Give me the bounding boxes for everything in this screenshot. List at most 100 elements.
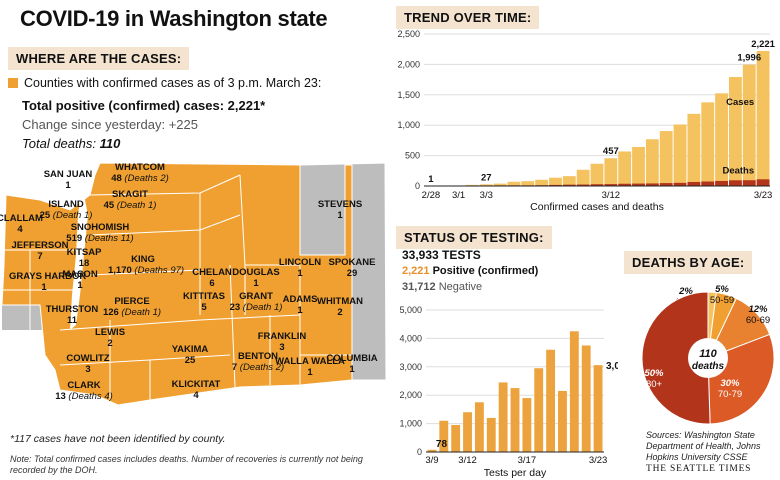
county-label-stevens: STEVENS 1 [305, 199, 375, 221]
pie-age-label: 60-69 [746, 315, 770, 326]
negative-line: 31,712 Negative [402, 279, 538, 295]
county-cases: 1 [253, 277, 259, 289]
county-cases: 45 [103, 199, 115, 211]
county-label-pierce: PIERCE 126 (Death 1) [97, 296, 167, 318]
county-name: CHELAN [192, 267, 232, 278]
age-pie-chart: 2%40-495%50-5912%60-6930%70-7950%80+110d… [641, 284, 775, 425]
tests-ytick-label: 5,000 [399, 305, 422, 315]
pie-center-value: 110 [699, 348, 717, 360]
deaths-value: 110 [99, 136, 121, 151]
trend-deaths-bar [632, 183, 645, 186]
where-heading: WHERE ARE THE CASES: [8, 47, 190, 70]
trend-cases-bar [590, 163, 604, 186]
county-label-skagit: SKAGIT 45 (Death 1) [95, 189, 165, 211]
county-cases: 48 [111, 172, 122, 184]
trend-data-label: 1 [428, 174, 434, 185]
county-cases: 1 [41, 281, 47, 293]
county-deaths: (Deaths 4) [65, 390, 113, 402]
trend-cases-bar [466, 184, 479, 186]
county-deaths: (Death 1) [118, 306, 162, 318]
trend-ytick-label: 1,000 [397, 120, 420, 130]
county-name: BENTON [238, 351, 278, 362]
trend-xtick-label: 3/12 [602, 190, 621, 201]
publisher-logo: THE SEATTLE TIMES [646, 464, 752, 474]
county-cases: 11 [66, 314, 78, 326]
county-label-columbia: COLUMBIA 1 [317, 353, 387, 375]
trend-data-label: 1,996 [737, 53, 761, 64]
tests-bar [510, 388, 520, 452]
county-name: STEVENS [317, 199, 363, 210]
trend-data-label: 27 [481, 172, 492, 183]
county-label-jefferson: JEFFERSON 7 [5, 240, 75, 262]
county-cases: 1,170 [108, 264, 132, 276]
map-county-borders [2, 174, 352, 400]
county-name: GRANT [239, 291, 273, 302]
county-name: SPOKANE [328, 257, 376, 268]
tests-ytick-label: 0 [417, 447, 422, 457]
county-label-lincoln: LINCOLN 1 [265, 257, 335, 279]
tests-bar [558, 390, 567, 452]
county-label-kitsap: KITSAP 18 [49, 247, 119, 269]
county-cases: 3 [85, 363, 91, 375]
county-cases: 18 [78, 257, 90, 269]
trend-cases-bar [645, 139, 659, 186]
trend-cases-bar [742, 64, 756, 186]
trend-ytick-label: 1,500 [397, 90, 420, 100]
tests-bar [463, 412, 472, 452]
county-cases: 6 [209, 277, 215, 289]
tests-bar [581, 345, 591, 452]
negative-value: 31,712 [402, 281, 436, 293]
county-label-franklin: FRANKLIN 3 [247, 331, 317, 353]
county-label-chelan: CHELAN 6 [177, 267, 247, 289]
trend-cases-bar [479, 184, 493, 186]
county-label-klickitat: KLICKITAT 4 [161, 379, 231, 401]
county-label-grant: GRANT 23 (Death 1) [221, 291, 291, 313]
tests-ytick-label: 4,000 [399, 333, 422, 343]
trend-cases-bar [562, 176, 576, 186]
county-label-yakima: YAKIMA 25 [155, 344, 225, 366]
county-cases: 1 [349, 363, 355, 375]
trend-xtick-label: 3/23 [754, 190, 773, 201]
tests-xaxis-title: Tests per day [484, 467, 547, 479]
total-value: 2,221* [227, 98, 266, 113]
tests-bar [569, 331, 579, 452]
county-cases: 1 [297, 267, 303, 279]
trend-cases-bar [576, 169, 590, 186]
trend-deaths-bar [742, 180, 756, 186]
county-label-walla-walla: WALLA WALLA 1 [275, 356, 345, 378]
tests-bar [593, 365, 603, 452]
trend-data-label: 457 [603, 146, 619, 157]
county-label-clallam: CLALLAM 4 [0, 213, 55, 235]
county-name: SNOHOMISH [70, 222, 130, 233]
county-name: KING [131, 254, 155, 265]
county-cases: 4 [17, 223, 23, 235]
tests-bar [474, 402, 484, 452]
county-cases: 1 [337, 209, 343, 221]
trend-heading: TREND OVER TIME: [396, 6, 540, 29]
trend-cases-bar [756, 50, 770, 187]
trend-xtick-label: 3/3 [480, 190, 493, 201]
county-name: KLICKITAT [171, 379, 221, 390]
pie-age-label: 70-79 [718, 389, 742, 400]
pie-age-label: 80+ [646, 379, 663, 390]
tests-xtick-label: 3/17 [518, 455, 537, 466]
county-label-benton: BENTON 7 (Deaths 2) [223, 351, 293, 373]
county-deaths: (Deaths 11) [82, 232, 134, 244]
county-label-mason: MASON 1 [45, 269, 115, 291]
county-cases: 519 [66, 232, 83, 244]
county-name: FRANKLIN [257, 331, 307, 342]
trend-cases-bar [618, 151, 632, 186]
map-gray-pacific [2, 305, 42, 330]
county-name: LINCOLN [278, 257, 322, 268]
trend-deaths-bar [576, 184, 590, 186]
county-name: KITSAP [66, 247, 102, 258]
pie-slice [641, 291, 711, 425]
county-deaths: (Deaths 2) [237, 361, 285, 373]
trend-xtick-label: 2/28 [422, 190, 441, 201]
pie-pct-label: 5% [715, 284, 729, 295]
sources-note: Sources: Washington State Department of … [646, 430, 761, 462]
trend-deaths-bar [673, 182, 687, 186]
positive-line: 2,221 Positive (confirmed) [402, 263, 538, 279]
county-label-grays-harbor: GRAYS HARBOR 1 [9, 271, 86, 293]
county-cases: 3 [279, 341, 285, 353]
